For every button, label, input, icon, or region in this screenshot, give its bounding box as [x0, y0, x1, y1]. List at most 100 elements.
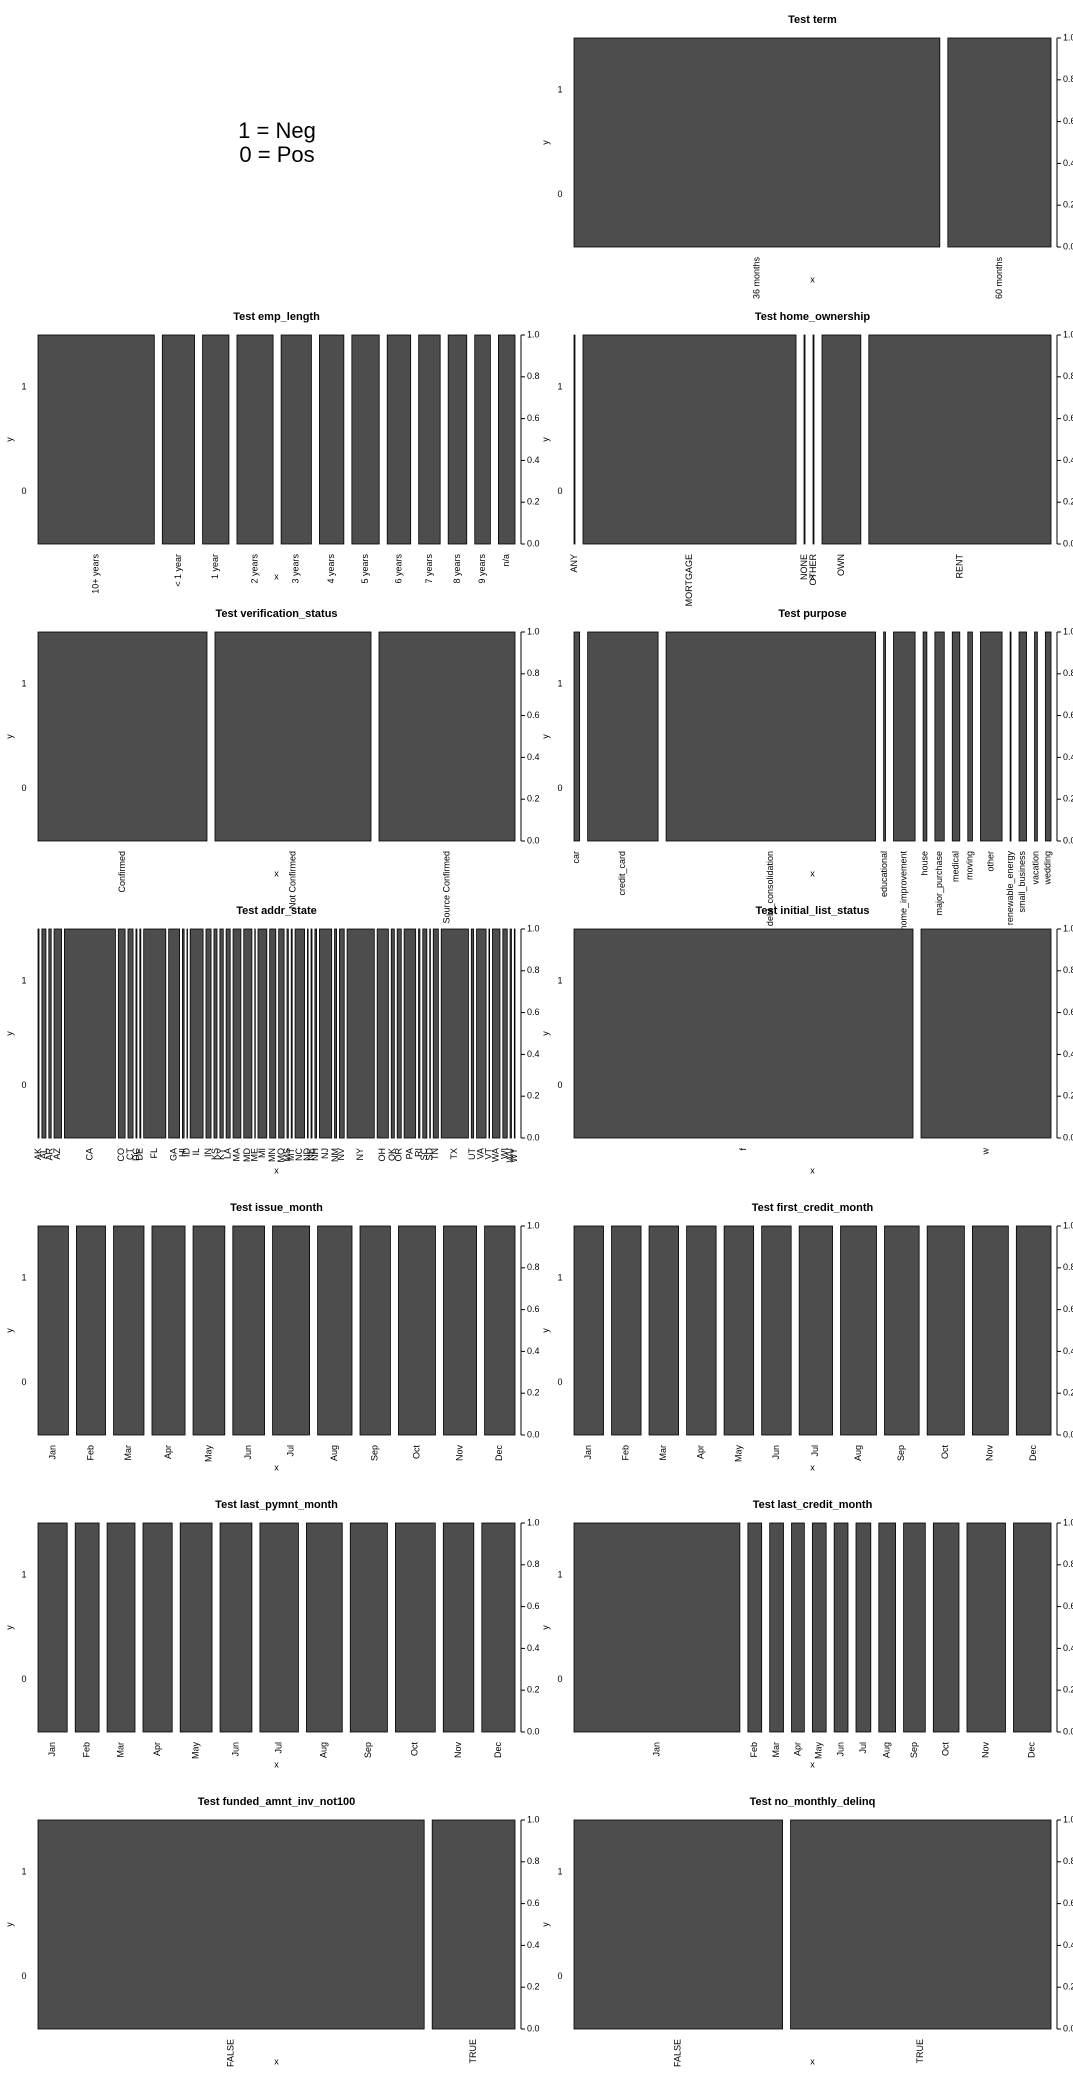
y2-tick-label: 0.4	[527, 1346, 540, 1356]
x-tick-label: Feb	[82, 1742, 92, 1758]
y2-tick-label: 0.8	[1063, 371, 1073, 381]
x-tick-label: Aug	[319, 1742, 329, 1758]
bar	[254, 928, 256, 1139]
x-tick-label: 4 years	[326, 554, 336, 584]
x-axis-label: x	[274, 868, 279, 878]
x-tick-label: SC	[419, 1148, 429, 1161]
y-category-label: 0	[21, 1377, 26, 1387]
bar	[214, 631, 372, 842]
bar	[840, 1225, 877, 1436]
bar	[855, 1522, 872, 1733]
bar	[74, 1522, 100, 1733]
y-category-label: 0	[557, 1674, 562, 1684]
bar	[484, 1225, 516, 1436]
bar	[422, 928, 428, 1139]
y2-tick-label: 0.2	[1063, 1388, 1073, 1398]
bar	[747, 1522, 763, 1733]
x-tick-label: ID	[182, 1147, 192, 1157]
bar	[396, 928, 402, 1139]
chart-title: Test first_credit_month	[752, 1202, 874, 1214]
bar	[351, 334, 380, 545]
y2-tick-label: 0.4	[527, 752, 540, 762]
bar	[443, 1225, 477, 1436]
bar	[920, 928, 1052, 1139]
y2-tick-label: 1.0	[1063, 626, 1073, 636]
x-tick-label: Apr	[152, 1742, 162, 1756]
x-tick-label: May	[733, 1445, 743, 1463]
chart-title: Test addr_state	[236, 905, 317, 917]
y-axis-label: y	[540, 437, 550, 442]
x-tick-label: car	[571, 851, 581, 864]
x-tick-label: MN	[267, 1148, 277, 1162]
y2-tick-label: 0.0	[1063, 241, 1073, 251]
x-tick-label: Jun	[243, 1445, 253, 1460]
bar	[1013, 1522, 1052, 1733]
y2-tick-label: 0.0	[1063, 538, 1073, 548]
x-tick-label: 6 years	[393, 554, 403, 584]
y-axis-label: y	[4, 437, 14, 442]
y2-tick-label: 0.4	[1063, 1346, 1073, 1356]
y2-tick-label: 0.2	[1063, 1685, 1073, 1695]
bar	[232, 928, 242, 1139]
bar	[257, 928, 268, 1139]
y2-tick-label: 0.0	[527, 835, 540, 845]
y2-tick-label: 0.2	[1063, 794, 1073, 804]
bar	[106, 1522, 136, 1733]
y-category-label: 1	[557, 382, 562, 392]
bar	[798, 1225, 833, 1436]
y-axis-label: y	[540, 1625, 550, 1630]
x-axis-label: x	[810, 1165, 815, 1175]
bar	[236, 334, 274, 545]
x-tick-label: AR	[44, 1148, 54, 1161]
x-tick-label: AK	[33, 1148, 43, 1160]
y2-tick-label: 0.2	[527, 1091, 540, 1101]
y2-tick-label: 1.0	[1063, 1220, 1073, 1230]
note-line: 1 = Neg	[238, 118, 316, 143]
y2-tick-label: 0.8	[527, 1856, 540, 1866]
bar	[966, 1522, 1006, 1733]
y2-tick-label: 0.4	[1063, 158, 1073, 168]
x-tick-label: AL	[38, 1148, 48, 1159]
bar	[37, 928, 40, 1139]
bar	[339, 928, 345, 1139]
y2-tick-label: 1.0	[1063, 923, 1073, 933]
x-axis-label: x	[810, 1759, 815, 1769]
x-tick-label: Nov	[985, 1445, 995, 1462]
bar	[334, 928, 338, 1139]
x-tick-label: NJ	[320, 1148, 330, 1159]
bar	[127, 928, 134, 1139]
bar	[346, 928, 375, 1139]
y2-tick-label: 0.0	[527, 1429, 540, 1439]
bar	[573, 1225, 604, 1436]
x-tick-label: Sep	[909, 1742, 919, 1758]
bar	[492, 928, 501, 1139]
bar	[386, 334, 412, 545]
y-category-label: 1	[21, 382, 26, 392]
x-tick-label: medical	[950, 851, 960, 882]
bar	[791, 1522, 805, 1733]
bar	[192, 1225, 226, 1436]
x-tick-label: 8 years	[452, 554, 462, 584]
y-axis-label: y	[540, 734, 550, 739]
bar	[202, 334, 230, 545]
bar	[37, 1225, 69, 1436]
x-tick-label: Sep	[363, 1742, 373, 1758]
bar	[474, 334, 491, 545]
x-tick-label: WA	[491, 1148, 501, 1162]
bar	[290, 928, 293, 1139]
bar	[395, 1522, 436, 1733]
bar	[573, 334, 576, 545]
x-tick-label: Dec	[1027, 1742, 1037, 1759]
x-axis-label: x	[274, 1462, 279, 1472]
x-tick-label: Mar	[658, 1445, 668, 1461]
bar	[573, 631, 581, 842]
x-tick-label: MD	[242, 1148, 252, 1162]
y2-tick-label: 0.4	[527, 1643, 540, 1653]
x-tick-label: May	[191, 1742, 201, 1760]
bar	[884, 1225, 920, 1436]
y2-tick-label: 1.0	[527, 329, 540, 339]
x-tick-label: UT	[467, 1148, 477, 1160]
x-tick-label: Apr	[696, 1445, 706, 1459]
x-tick-label: Nov	[453, 1742, 463, 1759]
bar	[182, 928, 185, 1139]
